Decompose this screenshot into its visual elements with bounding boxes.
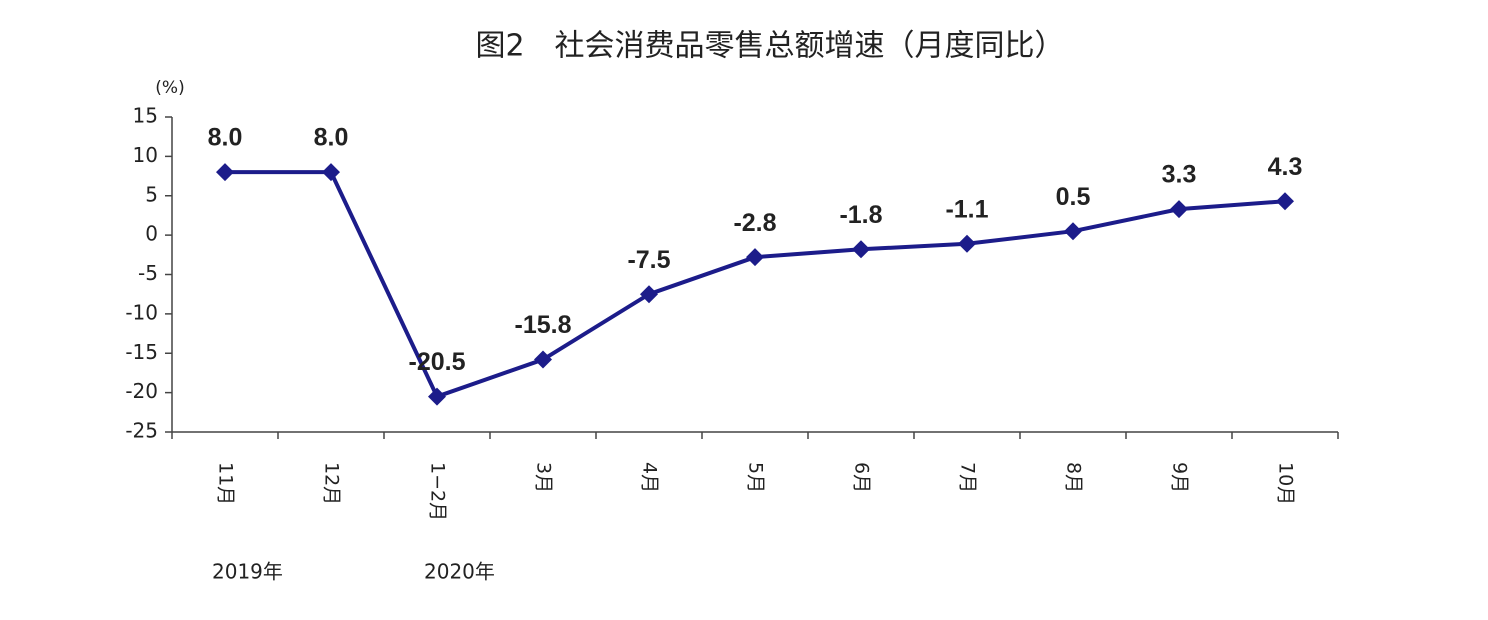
- y-tick-label: 5: [145, 182, 158, 206]
- data-line: [225, 170, 1286, 399]
- data-label: -7.5: [627, 246, 670, 274]
- x-tick-label: 10月: [1275, 462, 1297, 505]
- data-point: [428, 387, 446, 406]
- y-tick-label: 15: [133, 104, 158, 128]
- data-label: 8.0: [314, 124, 349, 152]
- y-tick-label: -20: [125, 379, 158, 403]
- data-label: 3.3: [1162, 161, 1197, 189]
- x-tick-label: 8月: [1063, 462, 1085, 493]
- data-label: 0.5: [1056, 183, 1091, 211]
- data-label: -1.8: [839, 201, 882, 229]
- data-point: [746, 248, 764, 267]
- y-tick-label: -10: [125, 300, 158, 324]
- x-tick-label: 1−2月: [427, 462, 449, 521]
- y-tick-label: 0: [145, 222, 158, 246]
- data-label: 4.3: [1268, 153, 1303, 181]
- chart-title: 图2 社会消费品零售总额增速（月度同比）: [475, 29, 1064, 64]
- y-tick-label: -15: [125, 340, 158, 364]
- x-tick-label: 4月: [639, 462, 661, 493]
- y-tick-label: -25: [125, 419, 158, 443]
- y-tick-label: -5: [138, 261, 158, 285]
- data-point: [322, 163, 340, 182]
- x-tick-label: 7月: [957, 462, 979, 493]
- x-tick-label: 11月: [215, 462, 237, 505]
- data-label: 8.0: [208, 124, 243, 152]
- year-label: 2019年: [212, 560, 283, 584]
- x-tick-label: 6月: [851, 462, 873, 493]
- x-tick-label: 5月: [745, 462, 767, 493]
- x-tick-label: 12月: [321, 462, 343, 505]
- data-label: -2.8: [733, 209, 776, 237]
- data-label: -20.5: [409, 348, 466, 376]
- data-point: [640, 285, 658, 304]
- data-point: [1276, 192, 1294, 211]
- year-label: 2020年: [424, 560, 495, 584]
- data-label: -15.8: [515, 311, 572, 339]
- data-point: [1064, 222, 1082, 241]
- y-tick-label: 10: [133, 143, 158, 167]
- x-tick-label: 9月: [1169, 462, 1191, 493]
- data-label: -1.1: [945, 195, 988, 223]
- data-point: [958, 234, 976, 253]
- data-point: [534, 350, 552, 369]
- data-point: [216, 163, 234, 182]
- y-axis-label: (%): [155, 78, 184, 98]
- x-tick-label: 3月: [533, 462, 555, 493]
- data-point: [852, 240, 870, 259]
- data-point: [1170, 200, 1188, 219]
